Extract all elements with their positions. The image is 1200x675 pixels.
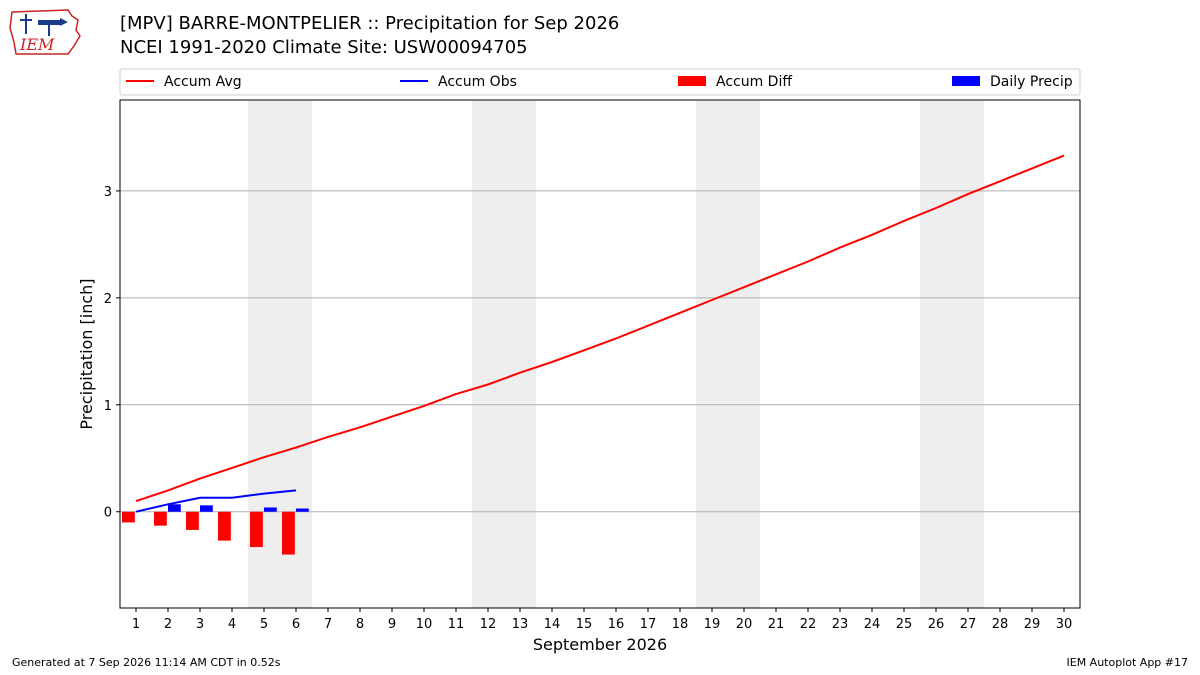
chart-title: [MPV] BARRE-MONTPELIER :: Precipitation … — [120, 13, 620, 34]
y-tick-label: 1 — [104, 399, 112, 414]
x-tick-label: 8 — [356, 617, 364, 632]
x-tick-label: 19 — [704, 617, 721, 632]
x-tick-label: 25 — [896, 617, 913, 632]
x-tick-label: 10 — [416, 617, 433, 632]
x-tick-label: 24 — [864, 617, 881, 632]
weekend-bands — [248, 100, 984, 608]
daily-precip-bar — [168, 504, 181, 512]
daily-precip-bar — [200, 505, 213, 512]
chart-subtitle: NCEI 1991-2020 Climate Site: USW00094705 — [120, 37, 528, 58]
legend: Accum Avg Accum Obs Accum Diff Daily Precip — [119, 68, 1081, 96]
legend-label: Accum Avg — [164, 74, 242, 90]
x-tick-label: 11 — [448, 617, 465, 632]
y-tick-label: 0 — [104, 506, 112, 521]
legend-daily-precip: Daily Precip — [952, 74, 1073, 90]
x-tick-label: 29 — [1024, 617, 1041, 632]
x-tick-label: 4 — [228, 617, 236, 632]
x-tick-label: 1 — [132, 617, 140, 632]
legend-label: Accum Obs — [438, 74, 517, 90]
y-tick-label: 3 — [104, 185, 112, 200]
x-tick-label: 6 — [292, 617, 300, 632]
logo-text: IEM — [19, 35, 55, 54]
weekend-band — [920, 100, 984, 608]
footer-app: IEM Autoplot App #17 — [1066, 656, 1189, 669]
x-tick-label: 5 — [260, 617, 268, 632]
x-tick-label: 9 — [388, 617, 396, 632]
x-tick-label: 15 — [576, 617, 593, 632]
weekend-band — [472, 100, 536, 608]
legend-accum-diff: Accum Diff — [678, 74, 792, 90]
x-tick-label: 17 — [640, 617, 657, 632]
legend-accum-obs: Accum Obs — [400, 74, 517, 90]
accum-avg-line — [135, 154, 1065, 503]
x-tick-label: 2 — [164, 617, 172, 632]
x-tick-label: 22 — [800, 617, 817, 632]
lines — [135, 154, 1065, 513]
legend-label: Accum Diff — [716, 74, 792, 90]
weekend-band — [696, 100, 760, 608]
legend-swatch — [678, 76, 706, 86]
accum-diff-bar — [218, 511, 231, 541]
x-tick-label: 7 — [324, 617, 332, 632]
accum-diff-bar — [250, 511, 263, 548]
x-tick-label: 30 — [1056, 617, 1073, 632]
x-tick-label: 26 — [928, 617, 945, 632]
x-tick-label: 20 — [736, 617, 753, 632]
plot-frame — [119, 99, 1081, 609]
iem-logo: IEM — [9, 9, 81, 55]
x-tick-label: 21 — [768, 617, 785, 632]
accum-diff-bar — [282, 511, 295, 555]
x-axis-label: September 2026 — [533, 635, 667, 654]
x-tick-label: 23 — [832, 617, 849, 632]
accum-obs-line — [135, 489, 297, 513]
y-axis-label: Precipitation [inch] — [77, 278, 96, 429]
x-tick-label: 27 — [960, 617, 977, 632]
daily-precip-bar — [296, 508, 309, 512]
daily-precip-bar — [264, 507, 277, 512]
accum-diff-bar — [186, 511, 199, 530]
legend-swatch — [952, 76, 980, 86]
footer-generated: Generated at 7 Sep 2026 11:14 AM CDT in … — [12, 656, 281, 669]
legend-accum-avg: Accum Avg — [126, 74, 242, 90]
accum-diff-bar — [122, 511, 135, 523]
x-tick-label: 14 — [544, 617, 561, 632]
x-tick-label: 18 — [672, 617, 689, 632]
legend-label: Daily Precip — [990, 74, 1073, 90]
x-tick-label: 13 — [512, 617, 529, 632]
y-tick-label: 2 — [104, 292, 112, 307]
x-tick-label: 16 — [608, 617, 625, 632]
x-tick-label: 28 — [992, 617, 1009, 632]
y-axis: 0 1 2 3 — [104, 185, 120, 521]
x-tick-label: 3 — [196, 617, 204, 632]
legend-frame — [119, 68, 1081, 96]
accum-diff-bar — [154, 511, 167, 526]
x-axis: 1 2 3 4 5 6 7 8 9 10 11 12 13 14 15 16 17 18 19 20 21 22 23 24 2… — [132, 608, 1072, 632]
grid-lines — [120, 190, 1080, 513]
x-tick-label: 12 — [480, 617, 497, 632]
bars — [122, 504, 309, 555]
